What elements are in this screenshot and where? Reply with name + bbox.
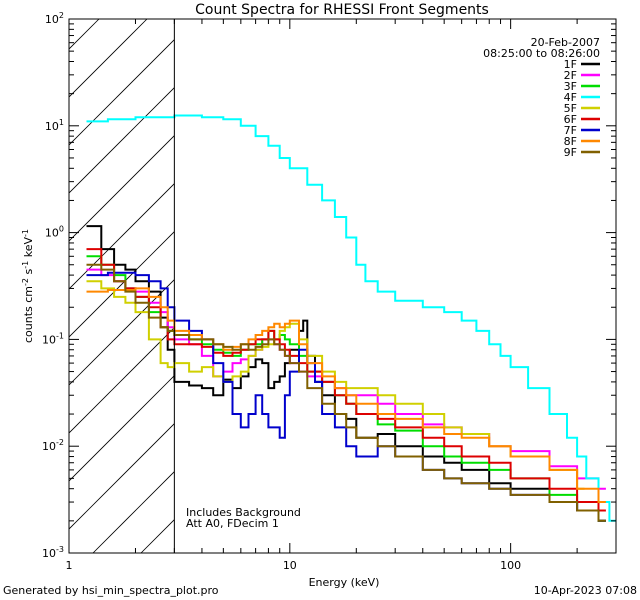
y-tick-label: 10-3 — [42, 545, 64, 560]
x-tick-label: 10 — [283, 559, 297, 572]
legend-label-5F: 5F — [564, 102, 577, 115]
hatch-line — [69, 279, 175, 386]
footer-timestamp: 10-Apr-2023 07:08 — [534, 584, 637, 597]
hatch-line — [237, 19, 640, 553]
plot-frame — [68, 18, 617, 554]
hatch-line — [69, 87, 175, 194]
x-tick-label: 1 — [66, 559, 73, 572]
y-tick-label: 102 — [45, 11, 64, 26]
hatch-line — [69, 183, 175, 290]
legend-label-2F: 2F — [564, 69, 577, 82]
y-tick-label: 101 — [45, 118, 64, 133]
hatch-line — [69, 423, 175, 530]
legend-label-1F: 1F — [564, 58, 577, 71]
note-attenuator: Att A0, FDecim 1 — [186, 517, 279, 530]
hatch-line — [69, 19, 100, 50]
excluded-energy-hatch — [0, 19, 640, 553]
series-9F — [86, 263, 606, 522]
legend-date: 20-Feb-2007 — [531, 36, 600, 49]
legend-time-range: 08:25:00 to 08:26:00 — [483, 47, 600, 60]
hatch-line — [0, 19, 3, 553]
footer-generated-by: Generated by hsi_min_spectra_plot.pro — [3, 584, 219, 597]
y-tick-label: 100 — [45, 225, 64, 240]
y-tick-label: 10-1 — [42, 331, 64, 346]
series-lines — [86, 114, 616, 522]
hatch-line — [69, 231, 175, 338]
note-background: Includes Background — [186, 506, 301, 519]
y-axis-label: counts cm-2 s-1 keV-1 — [21, 229, 35, 343]
y-tick-label: 10-2 — [42, 438, 64, 453]
legend-label-9F: 9F — [564, 146, 577, 159]
chart-title: Count Spectra for RHESSI Front Segments — [195, 2, 489, 18]
hatch-line — [69, 39, 175, 146]
axes: 1 10 100 10-3 10-2 10-1 100 101 102 — [42, 11, 617, 572]
legend-label-8F: 8F — [564, 135, 577, 148]
x-tick-label: 100 — [500, 559, 521, 572]
legend-label-7F: 7F — [564, 124, 577, 137]
hatch-line — [69, 375, 175, 482]
legend: 20-Feb-2007 08:25:00 to 08:26:00 1F2F3F4… — [483, 36, 600, 159]
series-8F — [86, 287, 606, 503]
x-axis-label: Energy (keV) — [309, 576, 380, 589]
legend-label-3F: 3F — [564, 80, 577, 93]
series-4F — [86, 114, 616, 522]
hatch-line — [69, 135, 175, 242]
legend-label-4F: 4F — [564, 91, 577, 104]
legend-label-6F: 6F — [564, 113, 577, 126]
hatch-line — [92, 471, 175, 553]
